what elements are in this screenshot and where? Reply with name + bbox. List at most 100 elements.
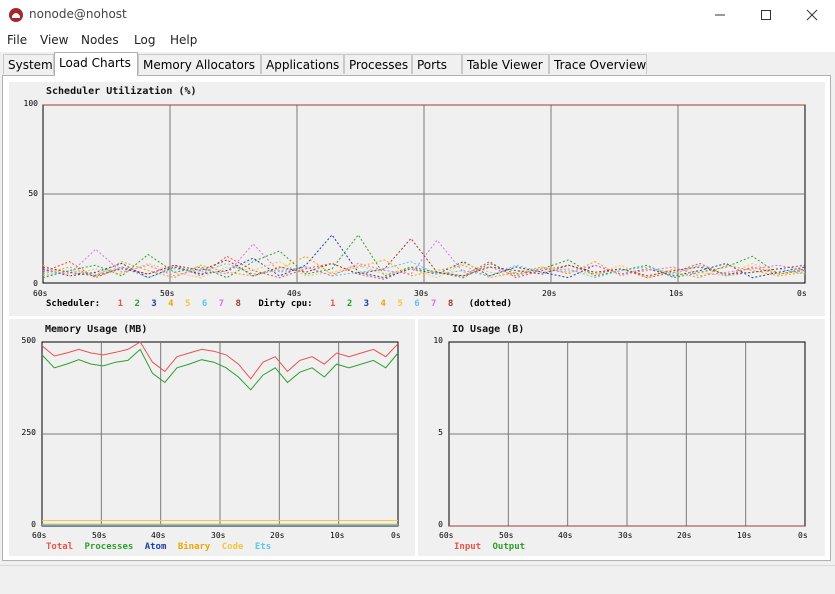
dirty-cpu-line-5 [42,261,806,279]
x-tick-label: 60s [33,289,48,298]
io-chart-title: IO Usage (B) [452,324,525,335]
legend-dirty-2: 2 [346,299,353,309]
legend-dotted-note: (dotted) [468,299,513,309]
y-tick-label: 0 [31,520,36,529]
x-tick-label: 20s [542,289,557,298]
tab-trace-overview[interactable]: Trace Overview [549,54,647,74]
tab-load-charts[interactable]: Load Charts [54,52,138,76]
menu-help[interactable]: Help [170,33,198,47]
legend-dirty-cpu-label: Dirty cpu: [258,299,313,309]
legend-scheduler-6: 6 [201,299,208,309]
tab-processes[interactable]: Processes [344,54,412,74]
menu-file[interactable]: File [7,33,28,47]
tab-system[interactable]: System [3,54,54,74]
legend-total: Total [46,542,74,552]
dirty-cpu-line-3 [42,234,806,279]
legend-output: Output [492,542,526,552]
x-tick-label: 30s [211,531,226,540]
scheduler-plot [42,104,806,284]
x-tick-label: 10s [669,289,684,298]
memory-panel: Memory Usage (MB) 500 250 0 60s 50s 40s … [9,319,415,556]
legend-input: Input [454,542,482,552]
minimize-button[interactable] [697,0,743,30]
legend-scheduler-3: 3 [151,299,157,309]
x-tick-label: 0s [798,531,808,540]
x-tick-label: 50s [160,289,175,298]
x-tick-label: 20s [270,531,285,540]
io-panel: IO Usage (B) 10 5 0 60s 50s 40s 30s 20s … [418,319,825,556]
legend-dirty-6: 6 [414,299,420,309]
dirty-cpu-line-6 [42,261,806,279]
legend-binary: Binary [177,542,211,552]
load-charts-page: Scheduler Utilization (%) 100 50 0 60s 5… [2,75,831,561]
legend-dirty-1: 1 [329,299,336,309]
y-tick-label: 50 [28,189,38,198]
legend-scheduler-5: 5 [184,299,191,309]
tab-memory-allocators[interactable]: Memory Allocators [138,54,261,74]
y-tick-label: 500 [21,336,36,345]
window-title: nonode@nohost [29,7,127,21]
legend-dirty-5: 5 [397,299,403,309]
legend-ets: Ets [254,542,272,552]
memory-chart-title: Memory Usage (MB) [45,324,148,335]
maximize-icon [761,10,771,20]
y-tick-label: 0 [33,279,38,288]
maximize-button[interactable] [743,0,789,30]
dirty-cpu-line-8 [42,237,806,277]
menu-nodes[interactable]: Nodes [81,33,119,47]
x-tick-label: 10s [330,531,345,540]
x-tick-label: 40s [558,531,573,540]
legend-atom: Atom [144,542,167,552]
dirty-cpu-line-2 [42,234,806,279]
x-tick-label: 30s [618,531,633,540]
y-tick-label: 100 [23,99,38,108]
x-tick-label: 10s [737,531,752,540]
scheduler-legend: Scheduler: 1 2 3 4 5 6 7 8 Dirty cpu: 1 … [46,299,518,309]
x-tick-label: 40s [151,531,166,540]
menu-bar: File View Nodes Log Help [0,30,835,52]
x-tick-label: 30s [414,289,429,298]
close-button[interactable] [789,0,835,30]
y-tick-label: 0 [438,520,443,529]
close-icon [806,9,818,21]
legend-scheduler-4: 4 [168,299,174,309]
status-bar [0,565,835,594]
y-tick-label: 250 [21,428,36,437]
tab-bar: System Load Charts Memory Allocators App… [0,52,835,76]
erlang-app-icon [9,8,23,22]
scheduler-chart-title: Scheduler Utilization (%) [46,86,197,97]
legend-processes: Processes [84,542,134,552]
legend-dirty-4: 4 [380,299,386,309]
legend-scheduler-2: 2 [134,299,140,309]
legend-dirty-8: 8 [447,299,454,309]
tab-applications[interactable]: Applications [261,54,344,74]
y-tick-label: 5 [438,428,443,437]
series-line-processes [41,348,399,391]
legend-scheduler-1: 1 [117,299,124,309]
x-tick-label: 60s [439,531,454,540]
io-legend: Input Output [454,542,531,552]
x-tick-label: 50s [499,531,514,540]
tab-table-viewer[interactable]: Table Viewer [462,54,549,74]
menu-view[interactable]: View [40,33,69,47]
legend-code: Code [221,542,244,552]
legend-dirty-7: 7 [431,299,437,309]
x-tick-label: 40s [287,289,302,298]
x-tick-label: 50s [92,531,107,540]
menu-log[interactable]: Log [134,33,156,47]
legend-dirty-3: 3 [363,299,370,309]
x-tick-label: 0s [391,531,401,540]
legend-scheduler-8: 8 [235,299,241,309]
tab-ports[interactable]: Ports [412,54,462,74]
title-bar: nonode@nohost [0,0,835,30]
dirty-cpu-line-7 [42,239,806,277]
io-plot [448,341,806,527]
x-tick-label: 0s [797,289,807,298]
legend-scheduler-7: 7 [218,299,225,309]
y-tick-label: 10 [433,336,443,345]
scheduler-panel: Scheduler Utilization (%) 100 50 0 60s 5… [9,82,825,316]
legend-scheduler-label: Scheduler: [46,299,101,309]
memory-legend: Total Processes Atom Binary Code Ets [46,542,277,552]
series-line-total [41,341,399,380]
x-tick-label: 60s [32,531,47,540]
